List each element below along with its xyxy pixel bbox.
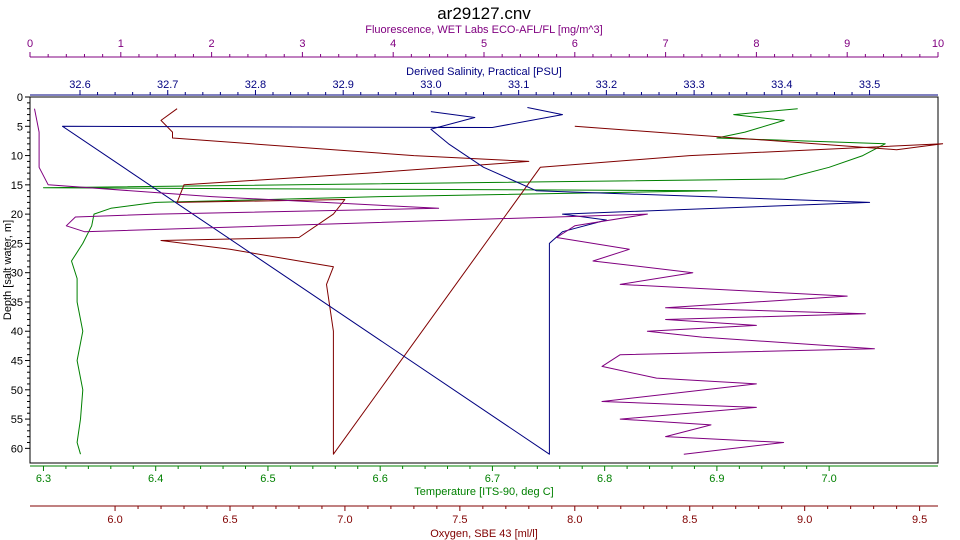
salinity-tick-label: 33.0 xyxy=(420,79,441,91)
depth-tick-label: 60 xyxy=(11,443,23,455)
chart-title: ar29127.cnv xyxy=(437,4,531,23)
temperature-tick-label: 6.4 xyxy=(148,473,163,485)
fluorescence-tick-label: 9 xyxy=(844,38,850,50)
fluorescence-tick-label: 3 xyxy=(299,38,305,50)
fluorescence-tick-label: 0 xyxy=(27,38,33,50)
fluorescence-tick-label: 1 xyxy=(118,38,124,50)
salinity-tick-label: 32.6 xyxy=(69,79,90,91)
fluorescence-axis: 0 1 2 3 4 5 6 7 8 9 10 Fluorescence, WET Labs ECO-… xyxy=(27,24,944,58)
depth-tick-label: 30 xyxy=(11,268,23,280)
temperature-tick-label: 6.8 xyxy=(597,473,612,485)
salinity-tick-label: 32.7 xyxy=(157,79,178,91)
fluorescence-tick-label: 4 xyxy=(390,38,396,50)
temperature-tick-label: 6.9 xyxy=(709,473,724,485)
depth-tick-label: 40 xyxy=(11,326,23,338)
depth-tick-label: 5 xyxy=(17,121,23,133)
depth-tick-label: 45 xyxy=(11,356,23,368)
salinity-tick-label: 33.2 xyxy=(596,79,617,91)
salinity-axis: 32.6 32.7 32.8 32.9 33.0 33.1 33.2 33.3 33.4 33.5… xyxy=(30,66,938,96)
temperature-tick-label: 6.6 xyxy=(373,473,388,485)
plot-area xyxy=(29,96,939,464)
salinity-tick-label: 33.5 xyxy=(859,79,880,91)
salinity-tick-label: 33.4 xyxy=(771,79,792,91)
oxygen-tick-label: 6.0 xyxy=(107,514,122,526)
temperature-axis: 6.3 6.4 6.5 6.6 6.7 6.8 6.9 7.0 Temperature [IT… xyxy=(30,465,938,498)
temperature-tick-label: 6.7 xyxy=(485,473,500,485)
oxygen-tick-label: 7.5 xyxy=(452,514,467,526)
oxygen-tick-label: 9.5 xyxy=(912,514,927,526)
fluorescence-tick-label: 5 xyxy=(481,38,487,50)
oxygen-tick-label: 8.0 xyxy=(567,514,582,526)
depth-tick-label: 15 xyxy=(11,180,23,192)
fluorescence-tick-label: 10 xyxy=(932,38,944,50)
oxygen-axis: 6.0 6.5 7.0 7.5 8.0 8.5 9.0 9.5 Oxygen, SBE 43 … xyxy=(30,505,938,540)
fluorescence-tick-label: 6 xyxy=(572,38,578,50)
depth-axis-title: Depth [salt water, m] xyxy=(2,220,14,320)
oxygen-tick-label: 9.0 xyxy=(797,514,812,526)
depth-tick-label: 55 xyxy=(11,414,23,426)
depth-tick-label: 50 xyxy=(11,385,23,397)
fluorescence-tick-label: 2 xyxy=(209,38,215,50)
depth-axis: 0 5 10 15 20 25 30 35 40 45 50 55 60 Depth [salt wat… xyxy=(2,92,30,455)
salinity-tick-label: 32.9 xyxy=(332,79,353,91)
oxygen-tick-label: 7.0 xyxy=(337,514,352,526)
oxygen-series-line xyxy=(160,108,944,455)
series-layer xyxy=(34,107,944,455)
salinity-axis-title: Derived Salinity, Practical [PSU] xyxy=(406,66,562,78)
fluorescence-tick-label: 8 xyxy=(753,38,759,50)
temperature-tick-label: 7.0 xyxy=(821,473,836,485)
depth-tick-label: 25 xyxy=(11,238,23,250)
temperature-tick-label: 6.5 xyxy=(260,473,275,485)
temperature-axis-title: Temperature [ITS-90, deg C] xyxy=(414,486,553,498)
temperature-tick-label: 6.3 xyxy=(36,473,51,485)
salinity-tick-label: 33.3 xyxy=(683,79,704,91)
oxygen-axis-title: Oxygen, SBE 43 [ml/l] xyxy=(430,528,538,540)
fluorescence-series-line xyxy=(34,108,875,455)
depth-tick-label: 20 xyxy=(11,209,23,221)
salinity-series-line xyxy=(62,107,871,455)
oxygen-tick-label: 8.5 xyxy=(682,514,697,526)
depth-tick-label: 10 xyxy=(11,151,23,163)
fluorescence-axis-title: Fluorescence, WET Labs ECO-AFL/FL [mg/m^… xyxy=(365,24,602,36)
fluorescence-tick-label: 7 xyxy=(663,38,669,50)
salinity-tick-label: 32.8 xyxy=(245,79,266,91)
salinity-tick-label: 33.1 xyxy=(508,79,529,91)
depth-tick-label: 35 xyxy=(11,297,23,309)
depth-tick-label: 0 xyxy=(17,92,23,104)
oxygen-tick-label: 6.5 xyxy=(222,514,237,526)
